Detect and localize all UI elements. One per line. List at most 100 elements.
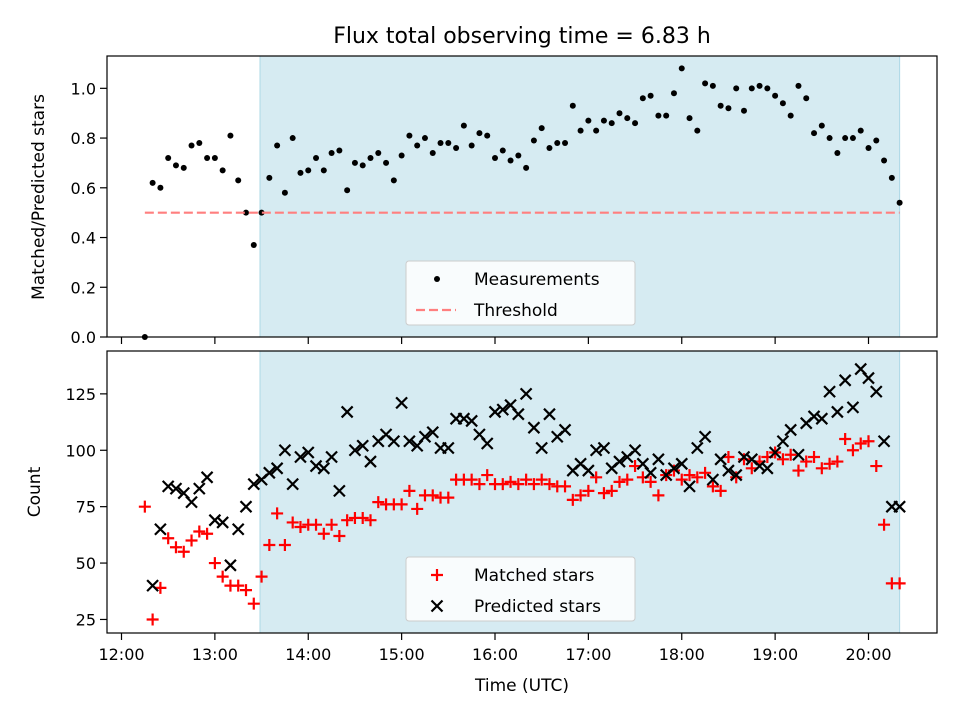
matched-stars-point (699, 466, 712, 479)
measurements-point (554, 140, 561, 147)
predicted-stars-point (737, 450, 751, 464)
measurements-point (663, 112, 670, 119)
predicted-stars-point (364, 455, 377, 468)
matched-stars-point (193, 525, 206, 538)
measurements-point (811, 130, 818, 137)
measurements-point (577, 127, 584, 134)
measurements-point (546, 145, 553, 152)
top-y-axis-ticks: 0.0 0.2 0.4 0.6 0.8 1.0 (71, 79, 107, 347)
predicted-stars-point (169, 482, 183, 495)
matched-stars-point (839, 432, 852, 445)
matched-stars-point (504, 475, 517, 488)
measurements-point (266, 174, 273, 181)
matched-stars-point (411, 502, 424, 515)
matched-stars-point (465, 473, 478, 486)
matched-stars-point (146, 613, 159, 626)
x-tick-label: 18:00 (659, 645, 705, 664)
predicted-stars-point (395, 396, 408, 410)
predicted-stars-point (831, 405, 844, 419)
matched-stars-point (714, 484, 727, 497)
matched-stars-point (294, 520, 307, 533)
predicted-stars-point (558, 423, 572, 437)
measurements-point (172, 162, 179, 169)
measurements-point (196, 140, 203, 147)
x-tick-label: 15:00 (379, 645, 425, 664)
matched-stars-point (652, 489, 665, 502)
legend-matched-swatch (431, 569, 443, 581)
measurements-point (453, 145, 460, 152)
matched-stars-point (870, 460, 883, 473)
measurements-point (639, 95, 646, 102)
bottom-x-axis-ticks: 12:00 13:00 14:00 15:00 16:00 17:00 18:00 19:00… (98, 633, 892, 664)
legend-measurements-swatch (434, 276, 440, 282)
matched-stars-point (738, 453, 750, 466)
predicted-stars-point (768, 446, 782, 459)
matched-stars-point (792, 464, 805, 477)
matched-stars-point (310, 518, 323, 531)
top-y-tick-label: 1.0 (71, 79, 96, 98)
measurements-point (250, 241, 257, 248)
predicted-stars-point (807, 410, 821, 423)
matched-stars-point (574, 489, 587, 502)
legend-box (405, 556, 636, 622)
legend-label: Predicted stars (474, 597, 601, 617)
measurements-point (562, 140, 569, 147)
measurements-point (390, 177, 397, 184)
measurements-point (188, 142, 195, 149)
predicted-stars-point (154, 522, 167, 536)
predicted-stars-point (652, 453, 665, 466)
predicted-stars-point (488, 405, 502, 419)
matched-stars-point (473, 478, 486, 491)
measurements-point (702, 80, 709, 87)
predicted-stars-point (823, 385, 836, 398)
predicted-stars-point (286, 477, 299, 491)
matched-stars-point (582, 484, 595, 497)
measurements-point (274, 142, 281, 149)
predicted-stars-point (838, 374, 852, 387)
predicted-stars-point (387, 434, 401, 448)
predicted-stars-point (543, 407, 556, 421)
x-tick-label: 17:00 (565, 645, 611, 664)
predicted-stars-point (231, 522, 245, 536)
x-tick-label: 19:00 (752, 645, 798, 664)
matched-stars-point (341, 514, 354, 527)
matched-stars-point (403, 484, 416, 497)
x-tick-label: 12:00 (98, 645, 144, 664)
matched-stars-point (535, 473, 548, 486)
matched-stars-point (372, 496, 385, 509)
measurements-point (873, 137, 880, 144)
predicted-stars-point (597, 441, 611, 455)
measurements-point (865, 145, 872, 152)
matched-stars-point (613, 475, 626, 488)
measurements-point (834, 149, 841, 156)
predicted-stars-point (714, 453, 727, 466)
measurements-point (320, 167, 327, 174)
measurements-point (258, 209, 265, 216)
measurements-point (445, 140, 452, 147)
measurements-point (725, 105, 732, 112)
predicted-stars-point (776, 434, 790, 448)
measurements-point (632, 120, 639, 127)
bottom-y-tick-label: 50 (76, 554, 96, 573)
predicted-stars-point (457, 412, 471, 425)
matched-stars-point (808, 451, 821, 464)
predicted-stars-point (683, 480, 696, 493)
measurements-point (414, 142, 421, 149)
measurements-point (421, 135, 428, 142)
predicted-stars-point (294, 450, 307, 464)
measurements-point (530, 137, 537, 144)
matched-stars-point (208, 557, 221, 570)
matched-stars-point (481, 469, 494, 482)
measurements-point (157, 184, 164, 191)
measurements-point (383, 159, 390, 166)
matched-stars-point (520, 473, 533, 486)
predicted-stars-point (309, 459, 323, 473)
predicted-stars-point (815, 412, 829, 425)
predicted-stars-point (589, 443, 603, 457)
matched-stars-point (512, 478, 525, 491)
ratio-panel: 0.0 0.2 0.4 0.6 0.8 1.0 Matched/Predicted sta… (29, 55, 938, 347)
measurements-point (460, 122, 467, 129)
matched-stars-point (815, 462, 828, 475)
matched-stars-point (597, 487, 610, 500)
count-series-layer (138, 362, 906, 626)
